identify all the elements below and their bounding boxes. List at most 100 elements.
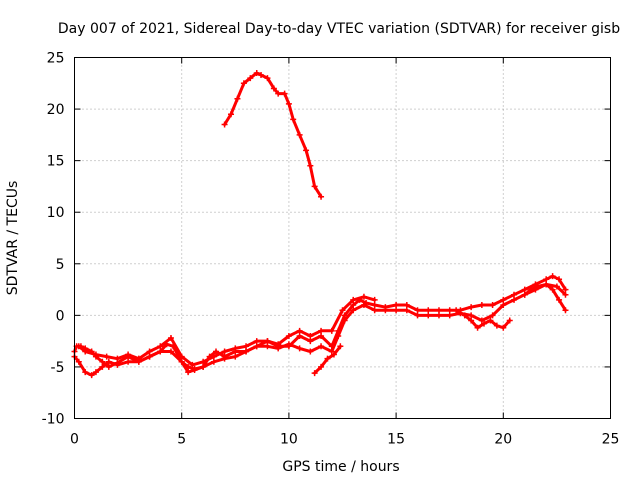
- data-point: [350, 296, 357, 303]
- data-point: [290, 116, 297, 123]
- data-point: [311, 370, 318, 377]
- data-point: [556, 276, 563, 283]
- data-point: [521, 286, 528, 293]
- x-tick-label: 0: [70, 432, 79, 448]
- data-point: [468, 312, 475, 319]
- data-point: [221, 121, 228, 128]
- data-point: [157, 343, 164, 350]
- data-point: [435, 307, 442, 314]
- data-point: [247, 75, 254, 82]
- data-point: [478, 302, 485, 309]
- data-point: [489, 302, 496, 309]
- data-point: [75, 343, 82, 350]
- y-tick-label: 20: [47, 102, 65, 118]
- data-point: [435, 312, 442, 319]
- data-point: [318, 332, 325, 339]
- data-point: [371, 296, 378, 303]
- data-point: [307, 162, 314, 169]
- data-point: [414, 307, 421, 314]
- data-point: [103, 353, 110, 360]
- data-point: [75, 358, 82, 365]
- data-point: [82, 348, 89, 355]
- data-point: [382, 307, 389, 314]
- data-point: [549, 273, 556, 280]
- data-point: [264, 338, 271, 345]
- data-point: [210, 358, 217, 365]
- grid: [74, 57, 611, 419]
- data-point: [549, 286, 556, 293]
- y-tick-label: -5: [51, 360, 65, 376]
- data-point: [296, 345, 303, 352]
- data-point: [92, 351, 99, 358]
- data-point: [446, 312, 453, 319]
- data-point: [393, 302, 400, 309]
- data-point: [474, 324, 481, 331]
- data-point: [243, 348, 250, 355]
- data-point: [414, 312, 421, 319]
- data-point: [562, 291, 569, 298]
- series-upper-arc: [223, 71, 323, 199]
- data-point: [534, 283, 541, 290]
- data-point: [200, 363, 207, 370]
- data-point: [275, 90, 282, 97]
- data-point: [543, 281, 550, 288]
- data-point: [425, 307, 432, 314]
- x-axis-tick-labels: 0 5 10 15 20 25: [70, 432, 619, 448]
- data-point: [553, 283, 560, 290]
- data-point: [270, 85, 277, 92]
- y-axis-label: SDTVAR / TECUs: [5, 181, 21, 296]
- series-main-track-b: [73, 282, 567, 377]
- data-point: [114, 355, 121, 362]
- y-tick-label: 5: [56, 257, 65, 273]
- axis-ticks: [74, 57, 611, 419]
- data-point: [264, 75, 271, 82]
- data-point: [543, 276, 550, 283]
- data-point: [562, 307, 569, 314]
- data-point: [221, 348, 228, 355]
- data-point: [453, 307, 460, 314]
- data-point: [360, 293, 367, 300]
- data-point: [328, 327, 335, 334]
- data-point: [125, 351, 132, 358]
- x-tick-label: 10: [280, 432, 298, 448]
- data-point: [221, 355, 228, 362]
- data-point: [189, 361, 196, 368]
- x-tick-label: 20: [494, 432, 512, 448]
- data-point: [461, 312, 468, 319]
- data-point: [296, 131, 303, 138]
- x-tick-label: 15: [387, 432, 405, 448]
- data-point: [307, 332, 314, 339]
- data-point: [125, 358, 132, 365]
- data-point: [318, 343, 325, 350]
- data-point: [425, 312, 432, 319]
- data-point: [178, 353, 185, 360]
- data-point: [528, 286, 535, 293]
- data-point: [210, 353, 217, 360]
- data-point: [562, 286, 569, 293]
- y-tick-label: -10: [42, 412, 65, 428]
- data-point: [371, 307, 378, 314]
- data-point: [146, 353, 153, 360]
- plot-frame: [74, 57, 611, 419]
- data-point: [487, 317, 494, 324]
- data-point: [481, 320, 488, 327]
- data-point: [258, 72, 265, 79]
- data-point: [234, 95, 241, 102]
- data-point: [105, 358, 112, 365]
- data-point: [92, 369, 99, 376]
- data-point: [500, 324, 507, 331]
- data-point: [99, 358, 106, 365]
- data-point: [178, 358, 185, 365]
- data-point: [264, 343, 271, 350]
- data-point: [318, 193, 325, 200]
- x-tick-label: 5: [177, 432, 186, 448]
- data-point: [478, 317, 485, 324]
- x-tick-label: 25: [602, 432, 620, 448]
- data-point: [281, 90, 288, 97]
- y-axis-tick-labels: -10 -5 0 5 10 15 20 25: [42, 51, 65, 428]
- data-point: [393, 307, 400, 314]
- data-point: [318, 327, 325, 334]
- data-point: [303, 147, 310, 154]
- data-point: [157, 348, 164, 355]
